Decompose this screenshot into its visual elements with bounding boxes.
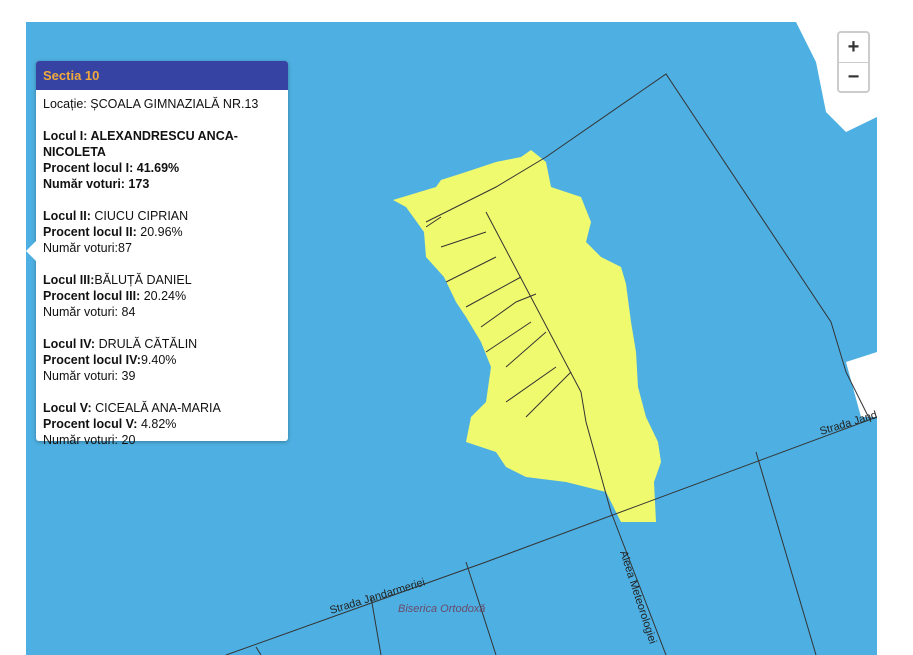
place-4: Locul IV: DRULĂ CĂTĂLIN Procent locul IV:… <box>43 337 198 383</box>
section-popup: Sectia 10 Locație: ȘCOALA GIMNAZIALĂ NR.… <box>26 61 288 447</box>
popup-title: Sectia 10 <box>36 61 288 90</box>
streets <box>225 73 877 655</box>
location: Locație: ȘCOALA GIMNAZIALĂ NR.13 <box>43 97 259 111</box>
place-2: Locul II: CIUCU CIPRIAN Procent locul II:… <box>43 209 189 255</box>
place-1: Locul I: ALEXANDRESCU ANCA-NICOLETA Proce… <box>43 129 238 191</box>
poi-label: Biserica Ortodoxă <box>398 603 485 615</box>
street-label: Strada Jand <box>818 409 877 438</box>
zoom-out-button[interactable]: − <box>839 62 868 92</box>
map-layer: Strada Jandarmeriei Strada Jand Aleea Me… <box>225 22 877 655</box>
place-5: Locul V: CICEALĂ ANA-MARIA Procent locul … <box>43 401 221 447</box>
zoom-in-button[interactable]: + <box>847 36 860 58</box>
zoom-control: + − <box>837 31 870 93</box>
street-label: Aleea Meteorologiei <box>617 549 658 645</box>
section-polygon <box>393 150 661 522</box>
land-area <box>846 352 877 417</box>
place-3: Locul III:BĂLUȚĂ DANIEL Procent locul III… <box>43 273 192 319</box>
